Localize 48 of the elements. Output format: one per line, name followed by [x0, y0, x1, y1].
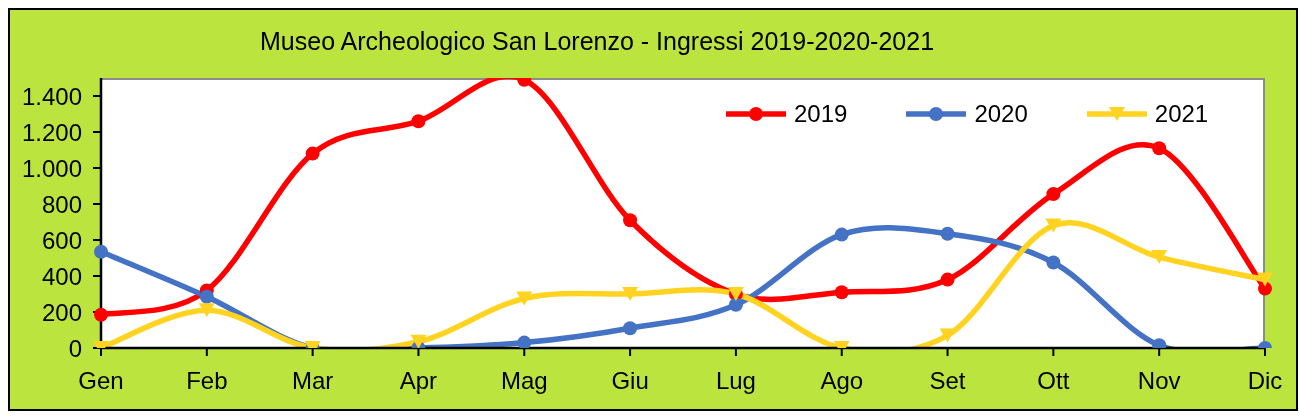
- point: [94, 307, 108, 322]
- y-tick-label: 200: [41, 298, 82, 326]
- x-tick-label: Dic: [1247, 367, 1283, 395]
- point: [411, 114, 426, 129]
- x-tick-label: Lug: [715, 367, 756, 395]
- y-tick-label: 600: [41, 226, 82, 254]
- point: [1046, 187, 1061, 202]
- point: [1046, 255, 1061, 270]
- point: [728, 297, 743, 312]
- point: [623, 321, 638, 336]
- point: [305, 146, 320, 161]
- point: [834, 227, 849, 242]
- legend-label: 2019: [794, 100, 848, 127]
- point: [834, 285, 849, 300]
- point: [623, 213, 638, 228]
- x-tick-label: Feb: [186, 367, 228, 395]
- x-tick-label: Giu: [611, 367, 649, 395]
- point: [517, 335, 532, 348]
- point: [516, 291, 533, 306]
- legend-label: 2021: [1154, 100, 1209, 127]
- x-tick-label: Set: [929, 367, 966, 395]
- x-tick-label: Ago: [820, 367, 864, 395]
- y-tick-label: 800: [41, 190, 82, 218]
- x-tick-label: Gen: [78, 367, 124, 395]
- x-tick-label: Apr: [399, 367, 438, 395]
- y-tick-label: 400: [41, 262, 82, 290]
- point: [940, 272, 955, 287]
- chart-title: Museo Archeologico San Lorenzo - Ingressi 2019-2020-2021: [260, 27, 935, 55]
- x-tick-label: Ott: [1037, 367, 1070, 395]
- x-tick-label: Mag: [500, 367, 548, 395]
- y-tick-label: 1.000: [21, 154, 82, 182]
- legend-label: 2020: [974, 100, 1028, 127]
- point: [198, 303, 215, 318]
- y-tick-label: 1.200: [21, 118, 82, 146]
- point: [94, 244, 108, 259]
- point: [410, 334, 427, 348]
- point: [622, 287, 639, 301]
- x-tick-label: Nov: [1137, 367, 1181, 395]
- y-tick-label: 0: [68, 334, 82, 362]
- point: [940, 226, 955, 241]
- y-tick-label: 1.400: [21, 82, 82, 110]
- point: [1152, 141, 1167, 156]
- point: [1257, 272, 1273, 287]
- point: [1151, 250, 1168, 265]
- point: [1258, 281, 1272, 296]
- point: [199, 289, 214, 304]
- x-tick-label: Mar: [291, 367, 334, 395]
- point: [1045, 218, 1062, 233]
